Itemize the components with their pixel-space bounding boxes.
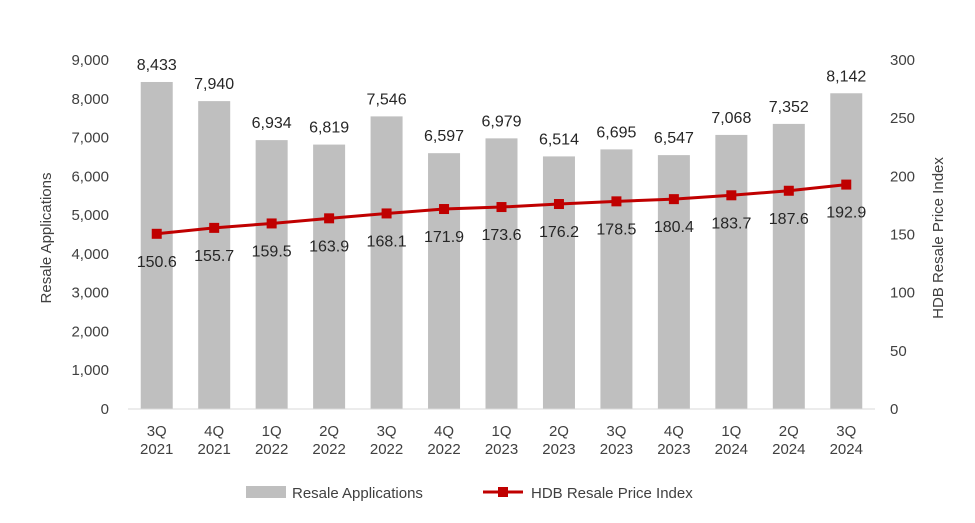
y-axis-right: 0 50 100 150 200 250 300	[890, 52, 915, 418]
line-data-label: 171.9	[424, 229, 464, 246]
bar	[140, 81, 173, 409]
line-data-label: 178.5	[596, 221, 636, 238]
y2-tick-label: 150	[890, 227, 915, 244]
bar-data-label: 6,547	[654, 130, 694, 147]
bar	[198, 101, 231, 410]
y2-tick-label: 50	[890, 343, 907, 360]
line-data-label: 176.2	[539, 224, 579, 241]
y-tick-label: 8,000	[71, 91, 109, 108]
x-tick-label: 1Q 2024	[715, 423, 748, 458]
line-marker	[439, 204, 450, 215]
bar	[313, 144, 346, 409]
bar-data-label: 6,597	[424, 128, 464, 145]
y-axis-left: 0 1,000 2,000 3,000 4,000 5,000 6,000 7,000 8,00…	[71, 52, 109, 418]
line-marker	[324, 213, 335, 224]
x-tick-label: 1Q 2022	[255, 423, 288, 458]
y-tick-label: 3,000	[71, 285, 109, 302]
bar	[600, 149, 633, 409]
x-tick-label: 3Q 2022	[370, 423, 403, 458]
x-tick-label: 4Q 2023	[657, 423, 690, 458]
line-marker	[553, 199, 564, 210]
x-tick-label: 1Q 2023	[485, 423, 518, 458]
line-data-label: 150.6	[137, 254, 177, 271]
line-marker	[783, 185, 794, 196]
bar-data-label: 6,979	[481, 113, 521, 130]
line-data-label: 159.5	[252, 243, 292, 260]
line-marker	[726, 190, 737, 201]
line-series	[151, 179, 852, 239]
bar-data-label: 7,546	[367, 91, 407, 108]
line-data-label: 192.9	[826, 205, 866, 222]
bar	[542, 156, 575, 409]
line-data-label: 163.9	[309, 238, 349, 255]
x-tick-label: 3Q 2021	[140, 423, 173, 458]
bar-data-label: 6,934	[252, 115, 292, 132]
line-data-label: 173.6	[481, 227, 521, 244]
y2-tick-label: 250	[890, 110, 915, 127]
bar-data-label: 6,514	[539, 131, 579, 148]
x-tick-label: 2Q 2022	[312, 423, 345, 458]
bar-data-label: 7,940	[194, 76, 234, 93]
line-marker	[841, 179, 852, 190]
line-data-label: 180.4	[654, 219, 694, 236]
y2-tick-label: 300	[890, 52, 915, 69]
x-tick-label: 2Q 2023	[542, 423, 575, 458]
bar	[772, 123, 805, 410]
legend-label-resale-applications: Resale Applications	[292, 485, 423, 502]
bar-data-label: 7,068	[711, 110, 751, 127]
line-data-label: 183.7	[711, 215, 751, 232]
line-data-label: 168.1	[367, 233, 407, 250]
y-tick-label: 2,000	[71, 323, 109, 340]
y-axis-title: Resale Applications	[38, 173, 55, 304]
x-tick-label: 4Q 2021	[198, 423, 231, 458]
legend-swatch-marker	[498, 487, 508, 497]
line-marker	[266, 218, 277, 229]
bar-data-label: 8,142	[826, 68, 866, 85]
bar	[370, 116, 403, 410]
legend-label-hdb-resale-price-index: HDB Resale Price Index	[531, 485, 693, 502]
x-tick-label: 3Q 2023	[600, 423, 633, 458]
bar-data-label: 6,695	[596, 124, 636, 141]
y2-axis-title: HDB Resale Price Index	[930, 157, 947, 319]
line-marker	[381, 208, 392, 219]
line-marker	[151, 228, 162, 239]
x-tick-label: 4Q 2022	[427, 423, 460, 458]
legend: Resale Applications HDB Resale Price Ind…	[246, 485, 693, 502]
x-axis: 3Q 2021 4Q 2021 1Q 2022 2Q 2022 3Q 2022 4Q 2022 1Q 20…	[128, 408, 875, 458]
bar	[830, 93, 863, 409]
bar	[428, 153, 461, 409]
bar-series	[140, 81, 863, 410]
bar	[715, 134, 748, 409]
line-marker	[496, 202, 507, 213]
y2-tick-label: 0	[890, 401, 898, 418]
y-tick-label: 1,000	[71, 362, 109, 379]
line-marker	[668, 194, 679, 205]
bar-data-label: 7,352	[769, 99, 809, 116]
y-tick-label: 0	[101, 401, 109, 418]
legend-swatch-resale-applications	[246, 486, 286, 498]
bar	[485, 138, 518, 410]
line-data-label: 155.7	[194, 248, 234, 265]
y2-tick-label: 100	[890, 285, 915, 302]
y-tick-label: 7,000	[71, 130, 109, 147]
y-tick-label: 9,000	[71, 52, 109, 69]
data-labels: 8,433 7,940 6,934 6,819 7,546 6,597 6,979 6,514…	[137, 57, 867, 271]
bar-data-label: 8,433	[137, 57, 177, 74]
line-data-label: 187.6	[769, 211, 809, 228]
line-marker	[209, 222, 220, 233]
x-tick-label: 2Q 2024	[772, 423, 805, 458]
bar	[657, 155, 690, 409]
y-tick-label: 6,000	[71, 168, 109, 185]
bar-data-label: 6,819	[309, 120, 349, 137]
y-tick-label: 4,000	[71, 246, 109, 263]
bar	[255, 140, 288, 410]
x-tick-label: 3Q 2024	[830, 423, 863, 458]
y-tick-label: 5,000	[71, 207, 109, 224]
y2-tick-label: 200	[890, 168, 915, 185]
line-marker	[611, 196, 622, 207]
